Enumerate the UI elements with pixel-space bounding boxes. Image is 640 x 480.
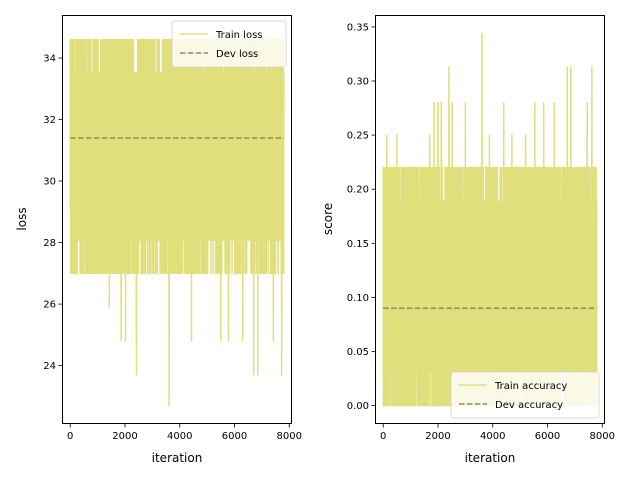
score-y-tick-label: 0.30 — [347, 77, 369, 88]
loss-axes-frame — [62, 15, 292, 424]
score-y-axis-label: score — [321, 203, 335, 235]
score-y-tick-label: 0.15 — [347, 239, 369, 250]
score-y-tick-label: 0.05 — [347, 347, 369, 358]
score-axes-frame — [375, 15, 605, 424]
score-y-tick-label: 0.20 — [347, 185, 369, 196]
loss-train-series — [69, 38, 285, 407]
loss-y-tick-label: 26 — [43, 300, 56, 311]
score-y-tick-label: 0.25 — [347, 131, 369, 142]
score-legend-label: Dev accuracy — [495, 400, 563, 411]
loss-ticks: 0 2000 4000 6000 8000 24 26 28 30 32 34 — [43, 54, 302, 442]
loss-legend: Train loss Dev loss — [171, 20, 287, 68]
loss-y-tick-label: 32 — [43, 115, 56, 126]
loss-y-tick-label: 34 — [43, 54, 56, 65]
loss-x-tick-label: 0 — [67, 431, 73, 442]
loss-y-axis-label: loss — [15, 207, 29, 230]
loss-legend-label: Dev loss — [216, 49, 258, 60]
score-chart: 0 2000 4000 6000 8000 0.00 0.05 0.10 0.15 0.20 0.2… — [321, 15, 615, 465]
score-x-tick-label: 8000 — [590, 431, 615, 442]
loss-x-axis-label: iteration — [152, 451, 203, 465]
score-x-tick-label: 2000 — [425, 431, 450, 442]
score-x-tick-label: 0 — [380, 431, 386, 442]
score-legend-label: Train accuracy — [494, 381, 567, 392]
score-y-tick-label: 0.00 — [347, 401, 369, 412]
score-ticks: 0 2000 4000 6000 8000 0.00 0.05 0.10 0.15 0.20 0.2… — [347, 22, 615, 442]
loss-x-tick-label: 4000 — [167, 431, 192, 442]
score-plot-area — [382, 32, 598, 407]
loss-legend-box — [171, 20, 287, 68]
loss-x-tick-label: 6000 — [222, 431, 247, 442]
score-y-tick-label: 0.10 — [347, 293, 369, 304]
score-train-series — [382, 32, 598, 407]
loss-y-tick-label: 24 — [43, 361, 56, 372]
score-y-tick-label: 0.35 — [347, 22, 369, 33]
loss-x-tick-label: 2000 — [112, 431, 137, 442]
score-legend: Train accuracy Dev accuracy — [450, 371, 600, 419]
loss-y-tick-label: 28 — [43, 238, 56, 249]
score-x-tick-label: 6000 — [535, 431, 560, 442]
loss-plot-area — [69, 38, 285, 407]
score-legend-box — [450, 371, 600, 419]
score-x-axis-label: iteration — [465, 451, 516, 465]
loss-y-tick-label: 30 — [43, 177, 56, 188]
loss-x-tick-label: 8000 — [277, 431, 302, 442]
score-x-tick-label: 4000 — [480, 431, 505, 442]
loss-legend-label: Train loss — [215, 30, 263, 41]
